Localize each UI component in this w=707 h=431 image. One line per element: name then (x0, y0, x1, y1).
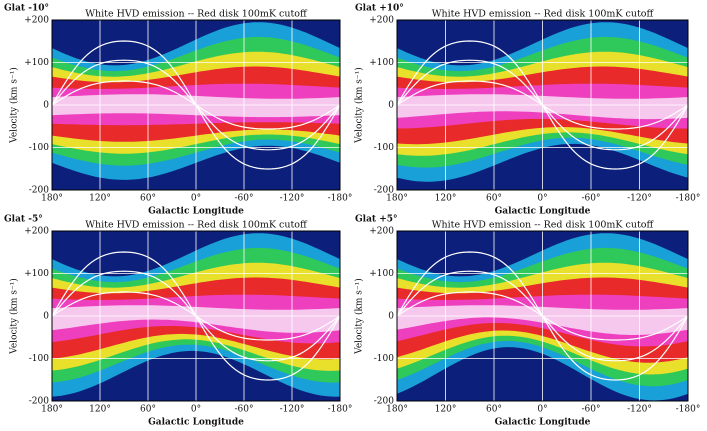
chart-title: White HVD emission -- Red disk 100mK cut… (85, 220, 308, 231)
x-tick-label: 60° (486, 194, 502, 204)
y-tick-label: +200 (24, 16, 49, 26)
x-tick-label: 180° (386, 194, 408, 204)
y-axis-label: Velocity (km s⁻¹) (9, 278, 20, 355)
y-tick-label: -100 (374, 143, 394, 153)
y-tick-label: 0 (43, 101, 49, 111)
x-axis-label: Galactic Longitude (495, 207, 591, 217)
chart-title: White HVD emission -- Red disk 100mK cut… (432, 220, 655, 231)
x-tick-label: -60° (235, 194, 254, 204)
y-tick-label: -200 (374, 397, 394, 407)
x-tick-label: -60° (582, 194, 601, 204)
plot-frame (396, 19, 689, 191)
y-tick-label: -100 (29, 354, 49, 364)
chart-title: White HVD emission -- Red disk 100mK cut… (85, 9, 308, 20)
x-axis-label: Galactic Longitude (495, 418, 591, 428)
y-tick-label: 0 (388, 101, 394, 111)
y-axis-label: Velocity (km s⁻¹) (9, 67, 20, 144)
y-tick-label: 0 (388, 312, 394, 322)
y-tick-label: -200 (29, 186, 49, 196)
y-tick-label: 0 (43, 312, 49, 322)
x-tick-label: 120° (435, 405, 457, 415)
x-tick-label: 60° (140, 405, 156, 415)
panel-label: Glat +5° (355, 215, 398, 225)
x-tick-label: -180° (328, 405, 353, 415)
y-tick-label: +100 (369, 58, 394, 68)
y-tick-label: +100 (24, 269, 49, 279)
y-tick-label: +200 (369, 16, 394, 26)
y-tick-label: +200 (369, 227, 394, 237)
plot-frame (396, 230, 689, 402)
x-tick-label: 180° (386, 405, 408, 415)
y-tick-label: -100 (29, 143, 49, 153)
x-tick-label: -180° (676, 194, 701, 204)
x-tick-label: -120° (280, 405, 305, 415)
x-tick-label: -120° (280, 194, 305, 204)
x-tick-label: 0° (537, 194, 547, 204)
y-tick-label: +100 (24, 58, 49, 68)
panel-label: Glat -5° (4, 215, 43, 225)
y-axis-label: Velocity (km s⁻¹) (354, 278, 365, 355)
chart-title: White HVD emission -- Red disk 100mK cut… (432, 9, 655, 20)
plot-frame (51, 230, 341, 402)
plot-frame (51, 19, 341, 191)
x-tick-label: 120° (89, 194, 111, 204)
x-tick-label: -120° (627, 405, 652, 415)
x-tick-label: 120° (435, 194, 457, 204)
x-tick-label: 180° (41, 194, 63, 204)
y-tick-label: -200 (374, 186, 394, 196)
y-tick-label: +100 (369, 269, 394, 279)
x-tick-label: 60° (140, 194, 156, 204)
x-tick-label: 0° (537, 405, 547, 415)
y-tick-label: +200 (24, 227, 49, 237)
x-tick-label: -180° (676, 405, 701, 415)
y-axis-label: Velocity (km s⁻¹) (354, 67, 365, 144)
x-tick-label: -60° (235, 405, 254, 415)
y-tick-label: -100 (374, 354, 394, 364)
x-tick-label: 60° (486, 405, 502, 415)
panel-label: Glat -10° (4, 4, 49, 14)
x-tick-label: 0° (191, 405, 201, 415)
y-tick-label: -200 (29, 397, 49, 407)
x-tick-label: 180° (41, 405, 63, 415)
x-axis-label: Galactic Longitude (148, 207, 244, 217)
x-tick-label: 120° (89, 405, 111, 415)
x-tick-label: -60° (582, 405, 601, 415)
x-tick-label: 0° (191, 194, 201, 204)
x-tick-label: -180° (328, 194, 353, 204)
x-axis-label: Galactic Longitude (148, 418, 244, 428)
panel-label: Glat +10° (355, 4, 404, 14)
x-tick-label: -120° (627, 194, 652, 204)
